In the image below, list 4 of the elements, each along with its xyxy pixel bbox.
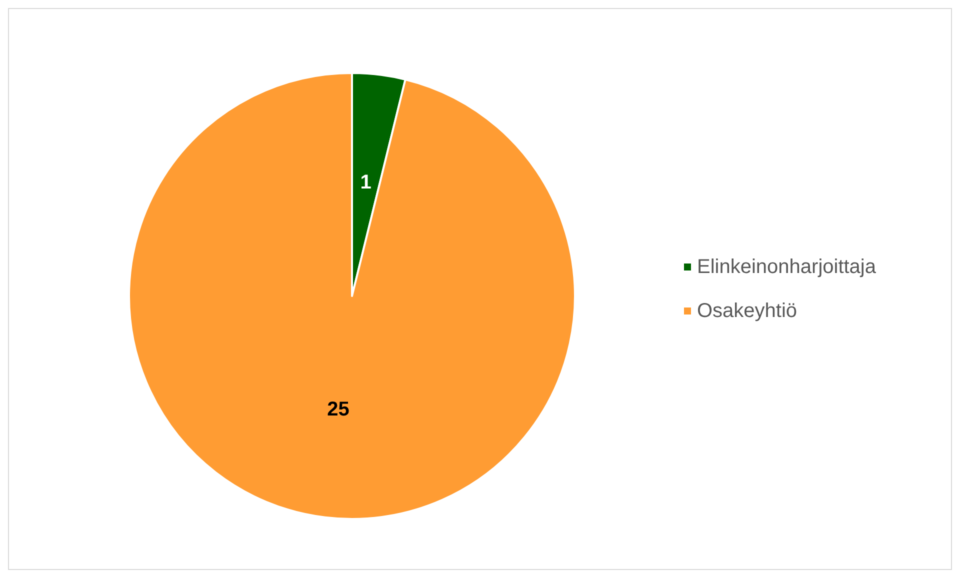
data-label: 1 (360, 171, 372, 194)
data-label: 25 (327, 398, 350, 421)
legend-label: Elinkeinonharjoittaja (696, 256, 877, 278)
legend-label: Osakeyhtiö (696, 300, 798, 322)
